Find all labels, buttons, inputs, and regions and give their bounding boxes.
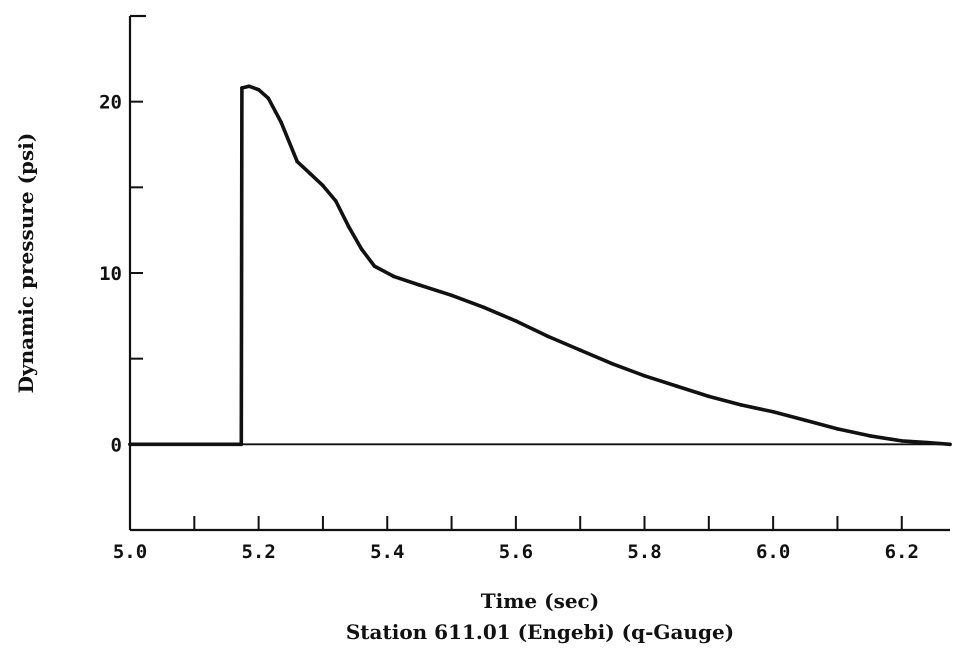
x-axis-label: Time (sec) (481, 589, 599, 613)
pressure-trace-point (391, 274, 396, 279)
x-tick-label: 5.4 (370, 541, 404, 563)
pressure-trace-point (334, 199, 338, 203)
pressure-trace-point (239, 442, 244, 447)
pressure-trace-point (295, 159, 300, 164)
pressure-trace-point (803, 418, 808, 423)
pressure-trace-point (128, 442, 132, 447)
pressure-trace-point (481, 305, 486, 310)
pressure-trace-point (674, 384, 679, 388)
x-tick-label: 6.0 (756, 541, 790, 563)
x-tick-label: 5.0 (113, 541, 147, 563)
pressure-trace-point (240, 86, 244, 90)
chart-axes (128, 14, 950, 532)
pressure-trace-point (359, 247, 364, 251)
y-axis-label: Dynamic pressure (psi) (14, 133, 38, 394)
pressure-trace-point (546, 334, 550, 339)
pressure-trace-point (899, 439, 904, 443)
y-tick-label: 20 (99, 92, 122, 114)
pressure-trace-point (449, 293, 454, 298)
pressure-trace-point (266, 96, 271, 101)
pressure-trace-point (948, 442, 952, 447)
pressure-trace-point (308, 171, 312, 176)
pressure-trace-point (771, 409, 775, 414)
pressure-trace-point (925, 440, 930, 445)
pressure-trace-point (321, 183, 325, 188)
pressure-trace-line (128, 84, 952, 447)
pressure-trace-point (279, 120, 283, 125)
pressure-trace-point (417, 283, 422, 287)
pressure-trace-point (256, 87, 261, 92)
pressure-trace-point (707, 394, 711, 399)
pressure-trace-point (610, 362, 615, 366)
chart-tick-labels: 5.0 5.2 5.4 5.6 5.8 6.0 6.2 0 10 20 (99, 92, 919, 563)
pressure-trace-point (642, 374, 647, 378)
pressure-trace-point (867, 433, 872, 438)
chart-caption: Station 611.01 (Engebi) (q-Gauge) (346, 620, 734, 644)
chart-series (128, 84, 952, 447)
x-tick-label: 5.8 (627, 541, 661, 563)
pressure-trace-point (346, 224, 351, 229)
pressure-trace-point (372, 264, 377, 268)
x-tick-label: 5.6 (499, 541, 533, 563)
pressure-trace-point (247, 84, 251, 89)
x-tick-label: 5.2 (241, 541, 275, 563)
pressure-trace-point (739, 403, 743, 407)
pressure-trace-point (578, 348, 582, 352)
pressure-trace-point (514, 319, 518, 323)
chart-ticks (129, 15, 903, 531)
x-tick-label: 6.2 (885, 541, 919, 563)
y-tick-label: 0 (111, 434, 122, 456)
y-tick-label: 10 (99, 263, 122, 285)
pressure-trace-point (835, 427, 840, 431)
